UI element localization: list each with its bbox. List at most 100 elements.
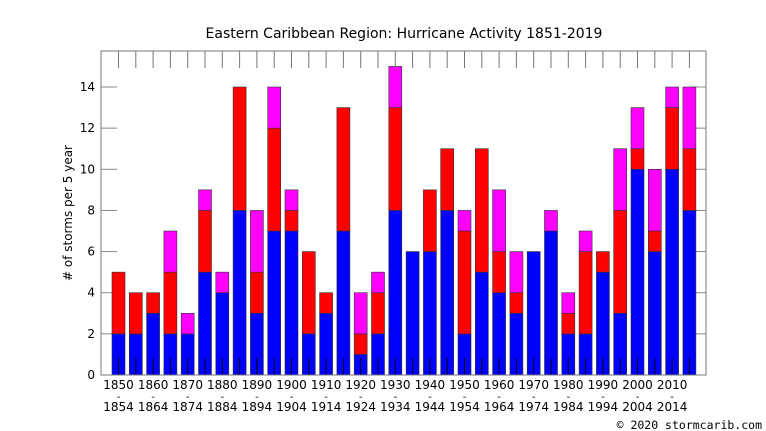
x-tick-label-sep: - bbox=[117, 392, 121, 403]
bar-segment-2015-s1 bbox=[682, 148, 697, 211]
bar-segment-1960-s1 bbox=[492, 251, 506, 294]
bar-segment-1995-s1 bbox=[613, 210, 628, 314]
x-tick-label-start: 1950 bbox=[449, 378, 480, 392]
bar-segment-2005-s2 bbox=[647, 168, 662, 232]
bar-segment-1955-s1 bbox=[474, 148, 489, 273]
y-tick-label: 10 bbox=[80, 162, 95, 176]
x-tick-label-end: 1964 bbox=[484, 400, 515, 414]
x-tick-label-end: 1944 bbox=[415, 400, 446, 414]
x-tick-label-sep: - bbox=[324, 392, 328, 403]
copyright: © 2020 stormcarib.com bbox=[617, 418, 762, 431]
bar-segment-1855-s1 bbox=[129, 292, 143, 335]
bar-segment-1910-s1 bbox=[319, 292, 333, 314]
y-tick-label: 8 bbox=[87, 203, 95, 217]
x-tick-label-sep: - bbox=[566, 392, 570, 403]
bar-segment-1945-s1 bbox=[440, 148, 455, 211]
x-tick-label-sep: - bbox=[532, 392, 536, 403]
x-tick-label-sep: - bbox=[220, 392, 224, 403]
bar-segment-1900-s1 bbox=[284, 210, 299, 232]
bar-segment-1895-s0 bbox=[267, 230, 282, 376]
x-tick-label-start: 1960 bbox=[484, 378, 515, 392]
bar-segment-1895-s1 bbox=[267, 127, 282, 232]
y-axis-label: # of storms per 5 year bbox=[61, 145, 75, 281]
x-tick-label-start: 1900 bbox=[276, 378, 307, 392]
bar-segment-1875-s1 bbox=[198, 210, 212, 273]
bar-segment-1915-s0 bbox=[336, 230, 351, 376]
x-tick-label-sep: - bbox=[186, 392, 190, 403]
bar-segment-2000-s1 bbox=[630, 148, 645, 170]
x-tick-label-end: 1854 bbox=[103, 400, 134, 414]
x-tick-label-end: 1884 bbox=[207, 400, 238, 414]
bar-segment-1985-s1 bbox=[578, 251, 593, 335]
x-tick-label-end: 2014 bbox=[657, 400, 688, 414]
bar-segment-1890-s2 bbox=[250, 210, 264, 273]
bar-segment-1885-s1 bbox=[232, 86, 247, 211]
bar-segment-1915-s1 bbox=[336, 107, 351, 232]
y-tick-label: 0 bbox=[87, 368, 95, 382]
x-tick-label-start: 2010 bbox=[657, 378, 688, 392]
x-tick-label-start: 1940 bbox=[415, 378, 446, 392]
bar-segment-1870-s2 bbox=[180, 312, 195, 335]
x-tick-label-start: 1970 bbox=[518, 378, 549, 392]
x-tick-label-end: 1904 bbox=[276, 400, 307, 414]
bar-segment-1970-s0 bbox=[526, 251, 541, 376]
bar-segment-1930-s0 bbox=[388, 210, 403, 376]
x-tick-label-sep: - bbox=[670, 392, 674, 403]
bar-segment-1965-s1 bbox=[509, 292, 524, 314]
x-tick-label-start: 1990 bbox=[588, 378, 619, 392]
x-tick-label-sep: - bbox=[497, 392, 501, 403]
bar-segment-1860-s1 bbox=[146, 292, 160, 314]
y-tick-label: 12 bbox=[80, 121, 95, 135]
bar-segment-1865-s1 bbox=[163, 271, 178, 335]
x-tick-label-start: 1910 bbox=[311, 378, 342, 392]
x-tick-label-sep: - bbox=[601, 392, 605, 403]
x-tick-label-sep: - bbox=[151, 392, 155, 403]
x-tick-label-start: 1870 bbox=[172, 378, 203, 392]
bar-segment-2000-s0 bbox=[630, 168, 645, 376]
chart-title: Eastern Caribbean Region: Hurricane Acti… bbox=[206, 26, 603, 42]
x-tick-label-end: 1954 bbox=[449, 400, 480, 414]
y-tick-label: 14 bbox=[80, 80, 95, 94]
bar-segment-1975-s2 bbox=[544, 210, 558, 232]
y-tick-label: 2 bbox=[87, 327, 95, 341]
bar-segment-2010-s1 bbox=[665, 107, 679, 170]
y-tick-label: 4 bbox=[87, 286, 95, 300]
x-tick-label-start: 1850 bbox=[103, 378, 134, 392]
bar-segment-1985-s2 bbox=[578, 230, 593, 252]
x-tick-label-start: 1930 bbox=[380, 378, 411, 392]
bar-segment-2005-s1 bbox=[647, 230, 662, 252]
x-tick-label-end: 1994 bbox=[588, 400, 619, 414]
bar-segment-1980-s2 bbox=[561, 292, 576, 314]
x-tick-label-start: 1880 bbox=[207, 378, 238, 392]
bar-segment-2000-s2 bbox=[630, 107, 645, 150]
bar-segment-1950-s2 bbox=[457, 210, 472, 232]
x-tick-label-sep: - bbox=[290, 392, 294, 403]
bar-segment-1995-s2 bbox=[613, 148, 628, 211]
bar-segment-1990-s1 bbox=[596, 251, 610, 273]
x-tick-label-start: 2000 bbox=[622, 378, 653, 392]
bar-segment-1920-s2 bbox=[353, 292, 368, 335]
x-tick-label-sep: - bbox=[359, 392, 363, 403]
plot-frame bbox=[100, 50, 707, 376]
bar-segment-1865-s2 bbox=[163, 230, 178, 273]
bar-segment-1940-s0 bbox=[423, 251, 437, 376]
bar-segment-1875-s2 bbox=[198, 189, 212, 211]
bar-segment-1945-s0 bbox=[440, 210, 455, 376]
x-tick-label-start: 1920 bbox=[345, 378, 376, 392]
x-tick-label-end: 1984 bbox=[553, 400, 584, 414]
bar-segment-1930-s1 bbox=[388, 107, 403, 211]
x-tick-label-sep: - bbox=[428, 392, 432, 403]
x-tick-label-end: 1864 bbox=[138, 400, 169, 414]
bar-segment-1960-s2 bbox=[492, 189, 506, 252]
y-tick-label: 6 bbox=[87, 245, 95, 259]
x-tick-label-start: 1890 bbox=[242, 378, 273, 392]
x-tick-label-end: 2004 bbox=[622, 400, 653, 414]
x-tick-label-sep: - bbox=[393, 392, 397, 403]
bar-segment-1950-s1 bbox=[457, 230, 472, 335]
bar-segment-2015-s2 bbox=[682, 86, 697, 150]
bar-segment-1880-s2 bbox=[215, 271, 230, 294]
x-tick-label-end: 1874 bbox=[172, 400, 203, 414]
bar-segment-1925-s2 bbox=[371, 271, 385, 294]
bar-segment-2005-s0 bbox=[647, 251, 662, 376]
